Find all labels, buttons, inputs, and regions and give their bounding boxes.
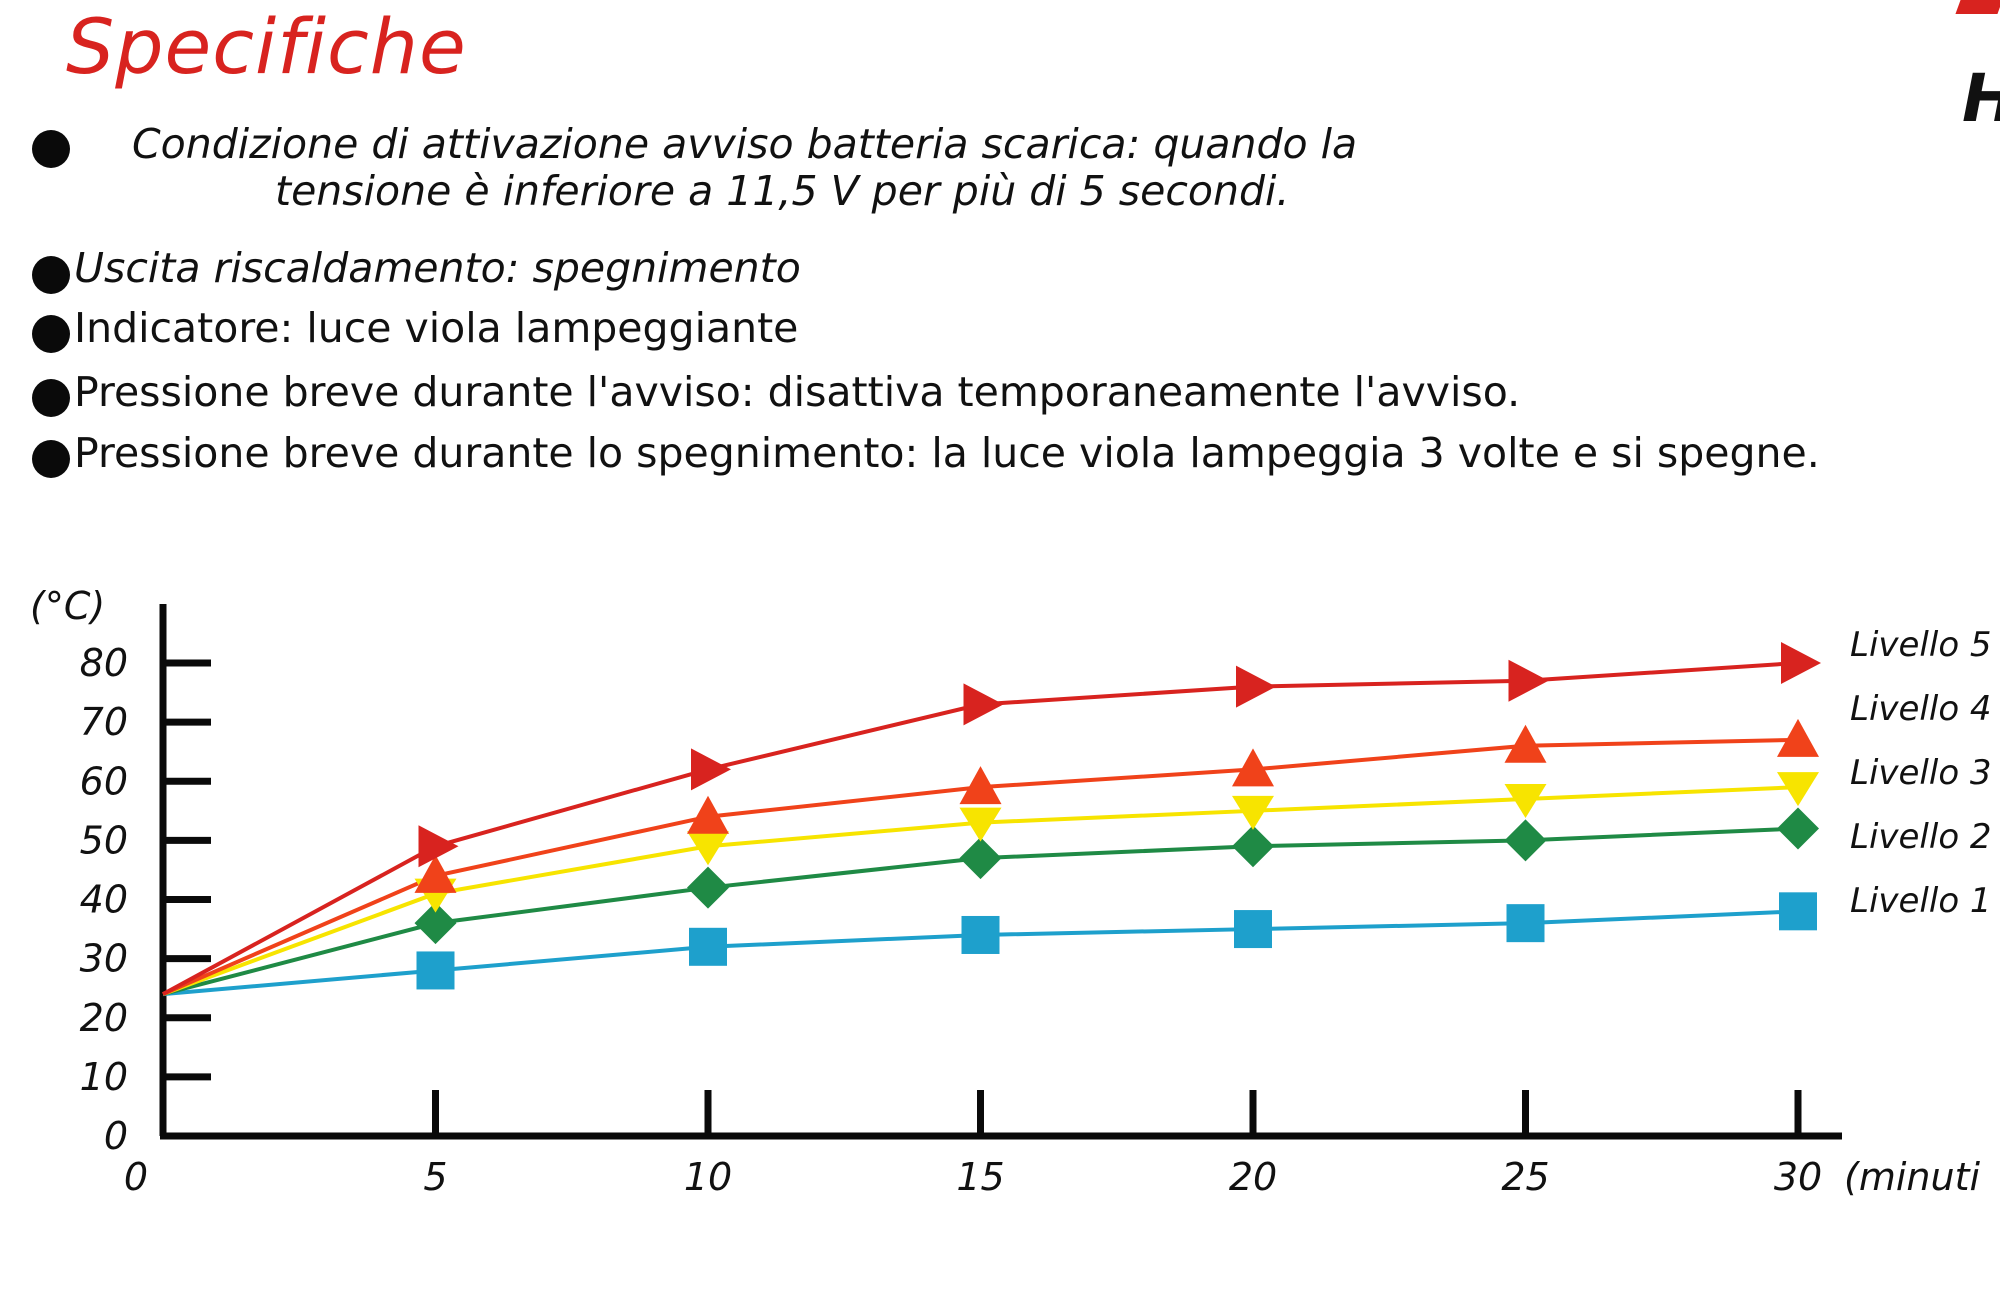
y-tick-label-20: 20 [80, 996, 128, 1040]
data-point-livello-4-10 [687, 795, 729, 834]
data-point-livello-3-20 [1232, 795, 1274, 830]
page-title: Specifiche [66, 2, 467, 91]
corner-brand-letter: H [1962, 60, 2000, 137]
data-point-livello-5-10 [691, 748, 731, 791]
spec-item-1-line2: tensione è inferiore a 11,5 V per più di… [275, 167, 1290, 215]
y-tick-label-60: 60 [80, 759, 128, 803]
data-point-livello-4-15 [959, 766, 1002, 805]
x-tick-label-5: 5 [423, 1155, 447, 1199]
y-tick-label-70: 70 [80, 700, 128, 744]
bullet-icon [32, 130, 70, 168]
spec-item-4: Pressione breve durante l'avviso: disatt… [74, 368, 1521, 416]
data-point-livello-2-20 [1232, 825, 1274, 868]
spec-item-2: Uscita riscaldamento: spegnimento [74, 244, 801, 292]
bullet-icon [32, 256, 70, 294]
data-point-livello-1-5 [416, 951, 455, 990]
legend-label-livello-2: Livello 2 [1850, 817, 1992, 857]
data-point-livello-1-20 [1234, 910, 1272, 949]
y-tick-label-30: 30 [80, 937, 128, 981]
x-tick-label-25: 25 [1501, 1155, 1549, 1199]
temperature-chart: 0 10 20 30 40 50 60 70 80 (°C) 0 5 10 15 20 25 30 (minuti… [30, 584, 1992, 1199]
y-tick-label-80: 80 [80, 641, 128, 685]
x-tick-label-15: 15 [956, 1155, 1004, 1199]
data-point-livello-5-20 [1236, 665, 1276, 708]
y-tick-label-0: 0 [104, 1114, 128, 1158]
data-point-livello-2-30 [1777, 807, 1819, 850]
y-tick-label-40: 40 [80, 878, 128, 922]
bullet-icon [32, 440, 70, 478]
legend-label-livello-3: Livello 3 [1850, 753, 1992, 793]
x-axis-label: (minuti [1844, 1155, 1980, 1199]
data-point-livello-4-5 [414, 854, 457, 893]
spec-item-5: Pressione breve durante lo spegnimento: … [74, 429, 1820, 477]
data-point-livello-2-10 [687, 866, 729, 909]
legend-label-livello-5: Livello 5 [1850, 625, 1992, 665]
x-tick-label-0: 0 [124, 1155, 148, 1199]
data-point-livello-4-30 [1777, 718, 1819, 757]
data-point-livello-2-5 [414, 902, 457, 945]
data-point-livello-5-5 [418, 825, 459, 868]
bullet-icon [32, 315, 70, 353]
data-point-livello-1-10 [689, 927, 727, 966]
data-point-livello-1-25 [1506, 904, 1545, 943]
corner-accent [1955, 0, 2000, 14]
x-tick-label-30: 30 [1774, 1155, 1822, 1199]
data-point-livello-1-30 [1779, 892, 1817, 931]
spec-item-3: Indicatore: luce viola lampeggiante [74, 304, 799, 352]
spec-item-1-line1: Condizione di attivazione avviso batteri… [132, 120, 1358, 168]
data-point-livello-4-20 [1232, 748, 1274, 787]
data-point-livello-4-25 [1504, 724, 1547, 763]
x-tick-label-20: 20 [1229, 1155, 1277, 1199]
data-point-livello-3-30 [1777, 772, 1819, 807]
y-axis-label: (°C) [30, 584, 105, 628]
data-point-livello-3-15 [959, 807, 1002, 842]
legend-label-livello-1: Livello 1 [1850, 881, 1992, 921]
data-point-livello-2-15 [959, 837, 1002, 880]
legend-label-livello-4: Livello 4 [1850, 689, 1992, 729]
data-point-livello-2-25 [1504, 819, 1547, 862]
data-point-livello-3-10 [687, 831, 729, 866]
y-tick-label-50: 50 [80, 818, 128, 862]
bullet-icon [32, 379, 70, 417]
y-tick-label-10: 10 [80, 1055, 128, 1099]
x-tick-label-10: 10 [684, 1155, 732, 1199]
data-point-livello-3-25 [1504, 783, 1547, 818]
data-point-livello-1-15 [961, 915, 1000, 954]
data-point-livello-5-30 [1781, 642, 1821, 684]
data-point-livello-5-25 [1508, 659, 1549, 702]
data-point-livello-5-15 [963, 683, 1004, 726]
